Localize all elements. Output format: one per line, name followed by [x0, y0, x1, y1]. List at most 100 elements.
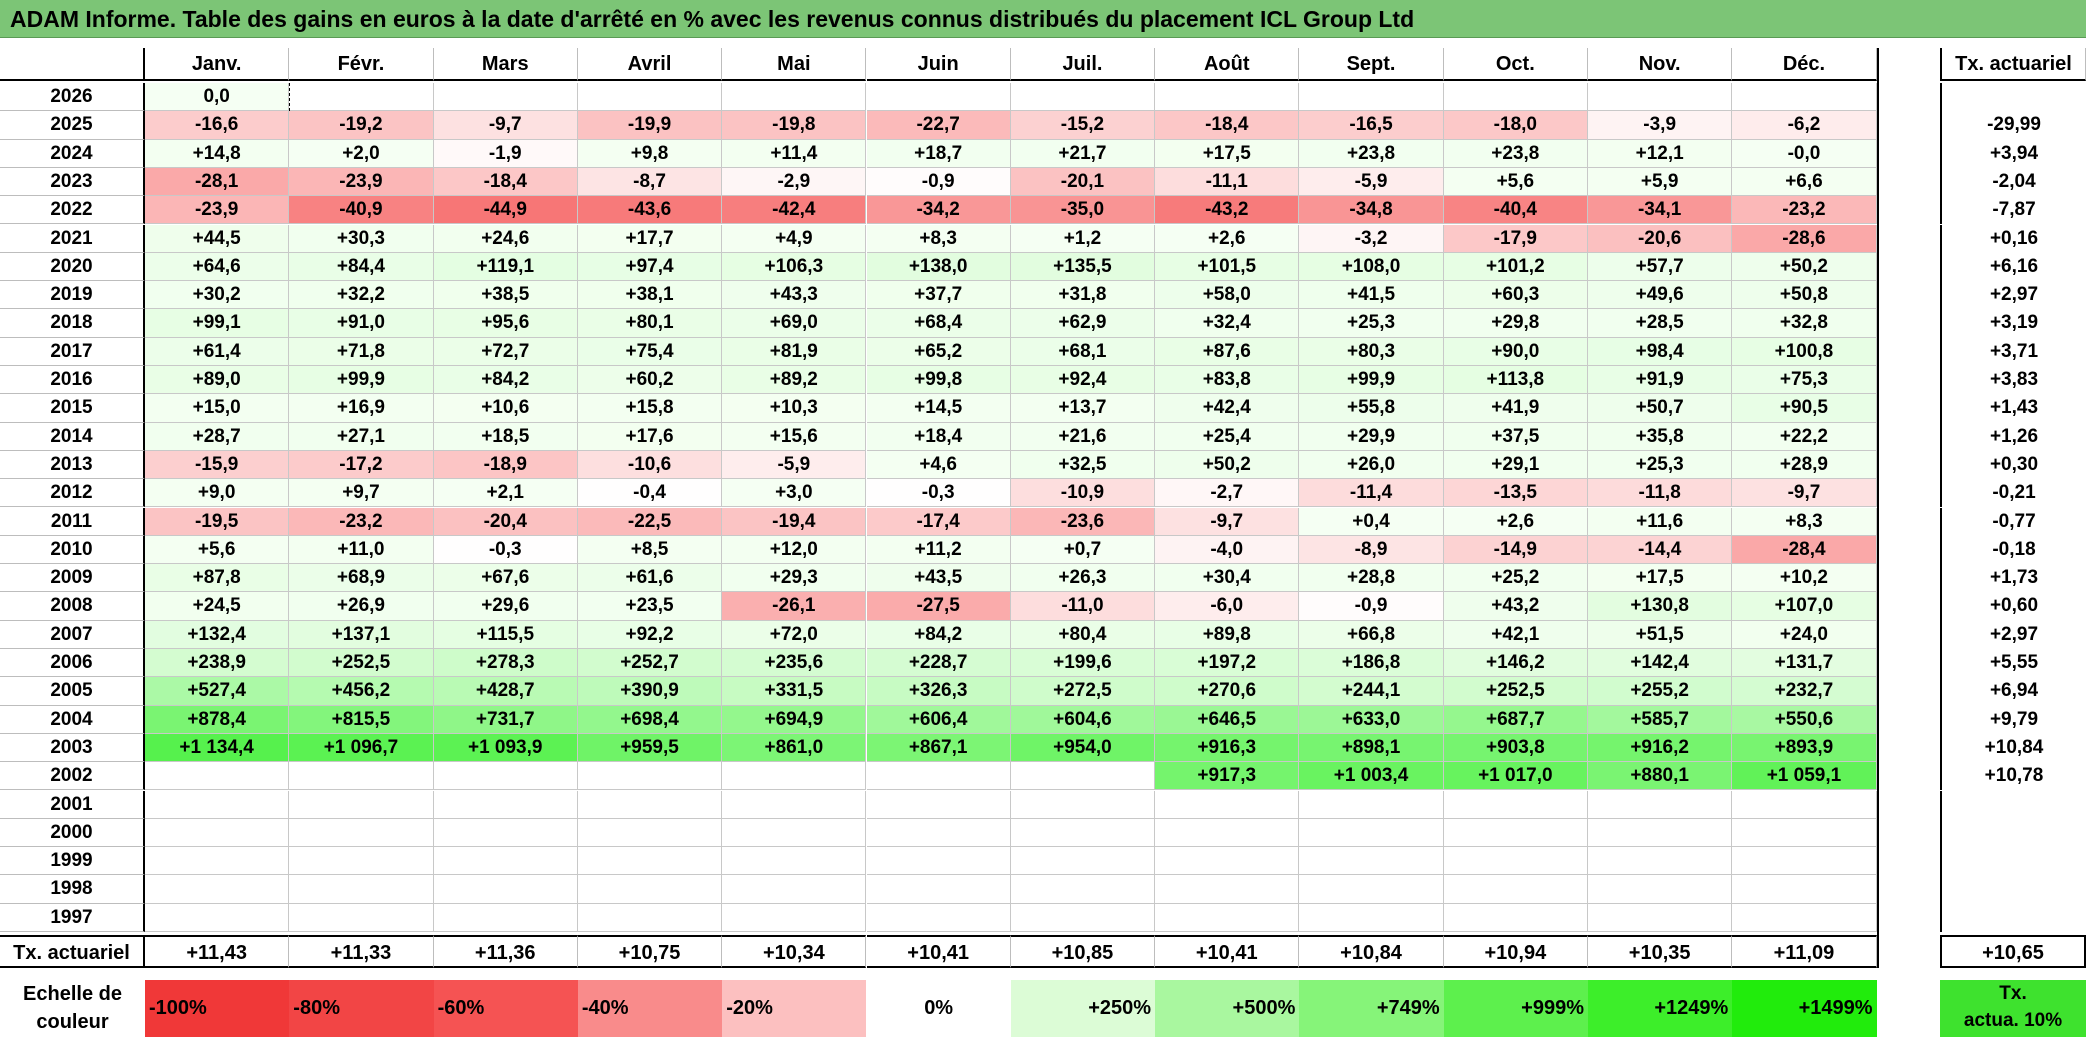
table-cell: +31,8 [1010, 281, 1156, 310]
table-cell [722, 818, 867, 848]
table-cell: +26,9 [289, 592, 434, 621]
table-cell: +84,2 [866, 620, 1011, 649]
table-cell: +38,1 [577, 281, 723, 310]
table-cell [1732, 83, 1877, 112]
table-cell [1732, 903, 1877, 932]
actuarial-rate-cell: +0,30 [1940, 450, 2086, 480]
table-cell [722, 903, 867, 932]
actuarial-rate-cell: -7,87 [1940, 196, 2086, 225]
actuarial-rate-cell: -0,21 [1940, 479, 2086, 508]
year-label: 2005 [0, 677, 145, 706]
table-cell [145, 818, 290, 848]
table-cell [1155, 847, 1300, 876]
table-cell: +10,2 [1732, 564, 1877, 593]
table-cell: +115,5 [433, 620, 578, 649]
month-header: Mai [722, 48, 867, 81]
table-cell [722, 875, 867, 904]
table-cell: -43,6 [577, 196, 723, 225]
table-cell [145, 790, 290, 819]
table-cell: +80,4 [1010, 620, 1156, 649]
table-cell: +1,2 [1010, 224, 1156, 253]
table-cell: +24,5 [145, 592, 290, 621]
table-cell [577, 875, 723, 904]
table-cell [1732, 847, 1877, 876]
table-cell: +8,5 [577, 535, 723, 565]
legend-label-line2: couleur [36, 1011, 109, 1033]
table-cell: +99,9 [1299, 366, 1444, 395]
table-cell [722, 790, 867, 819]
legend-swatch: +749% [1299, 980, 1444, 1037]
footer-rate-cell: +10,34 [722, 935, 867, 968]
table-cell: -17,4 [866, 507, 1011, 536]
table-cell: +11,0 [289, 535, 434, 565]
table-cell: -19,5 [145, 507, 290, 536]
table-cell: +687,7 [1443, 705, 1588, 734]
table-cell: +1 096,7 [289, 733, 434, 763]
table-cell: +16,9 [289, 394, 434, 423]
table-cell: +89,2 [722, 366, 867, 395]
table-cell [1299, 847, 1444, 876]
table-cell: +137,1 [289, 620, 434, 649]
table-cell: +21,6 [1010, 422, 1156, 451]
table-cell: +50,2 [1732, 252, 1877, 282]
table-cell: -11,1 [1155, 167, 1300, 197]
table-cell: +13,7 [1010, 394, 1156, 423]
table-cell: +646,5 [1155, 705, 1300, 734]
table-cell: +197,2 [1155, 649, 1300, 678]
table-cell: +66,8 [1299, 620, 1444, 649]
table-cell [1299, 875, 1444, 904]
table-cell: +14,5 [866, 394, 1011, 423]
table-cell: +61,6 [577, 564, 723, 593]
table-cell: +27,1 [289, 422, 434, 451]
table-cell: +55,8 [1299, 394, 1444, 423]
table-cell: +67,6 [433, 564, 578, 593]
table-cell: -11,8 [1588, 479, 1733, 508]
table-cell [145, 875, 290, 904]
table-cell [1588, 818, 1733, 848]
table-cell: +37,5 [1443, 422, 1588, 451]
table-cell: +32,8 [1732, 309, 1877, 338]
table-cell: +108,0 [1299, 252, 1444, 282]
table-cell: +132,4 [145, 620, 290, 649]
table-cell: +2,0 [289, 139, 434, 168]
actuarial-rate-cell [1940, 847, 2086, 876]
table-cell [866, 83, 1011, 112]
table-cell [1010, 83, 1156, 112]
month-header: Juil. [1010, 48, 1156, 81]
legend-swatch: +1249% [1588, 980, 1733, 1037]
table-cell [1443, 83, 1588, 112]
table-cell: +331,5 [722, 677, 867, 706]
table-cell: -0,0 [1732, 139, 1877, 168]
table-cell: -0,4 [577, 479, 723, 508]
table-cell: +272,5 [1010, 677, 1156, 706]
table-cell: +11,2 [866, 535, 1011, 565]
table-cell: +44,5 [145, 224, 290, 253]
table-cell: +75,3 [1732, 366, 1877, 395]
table-cell: +23,8 [1443, 139, 1588, 168]
year-label: 2016 [0, 366, 145, 395]
table-cell: -13,5 [1443, 479, 1588, 508]
table-cell: +84,2 [433, 366, 578, 395]
table-cell [289, 875, 434, 904]
table-cell: -19,2 [289, 111, 434, 140]
table-cell: +18,7 [866, 139, 1011, 168]
table-cell [1732, 818, 1877, 848]
actuarial-rate-cell: +3,71 [1940, 337, 2086, 366]
table-cell: +131,7 [1732, 649, 1877, 678]
table-cell: +1 059,1 [1732, 762, 1877, 791]
table-cell: -20,1 [1010, 167, 1156, 197]
table-cell: +72,7 [433, 337, 578, 366]
year-label: 2019 [0, 281, 145, 310]
table-cell: +24,6 [433, 224, 578, 253]
table-cell: +28,9 [1732, 450, 1877, 480]
table-cell: +0,4 [1299, 507, 1444, 536]
table-cell: -6,0 [1155, 592, 1300, 621]
table-cell: +5,6 [145, 535, 290, 565]
table-cell [1299, 83, 1444, 112]
table-cell: +1 134,4 [145, 733, 290, 763]
month-header: Mars [433, 48, 578, 81]
table-cell [145, 903, 290, 932]
table-cell: +146,2 [1443, 649, 1588, 678]
table-cell: -23,9 [289, 167, 434, 197]
table-cell: +12,1 [1588, 139, 1733, 168]
